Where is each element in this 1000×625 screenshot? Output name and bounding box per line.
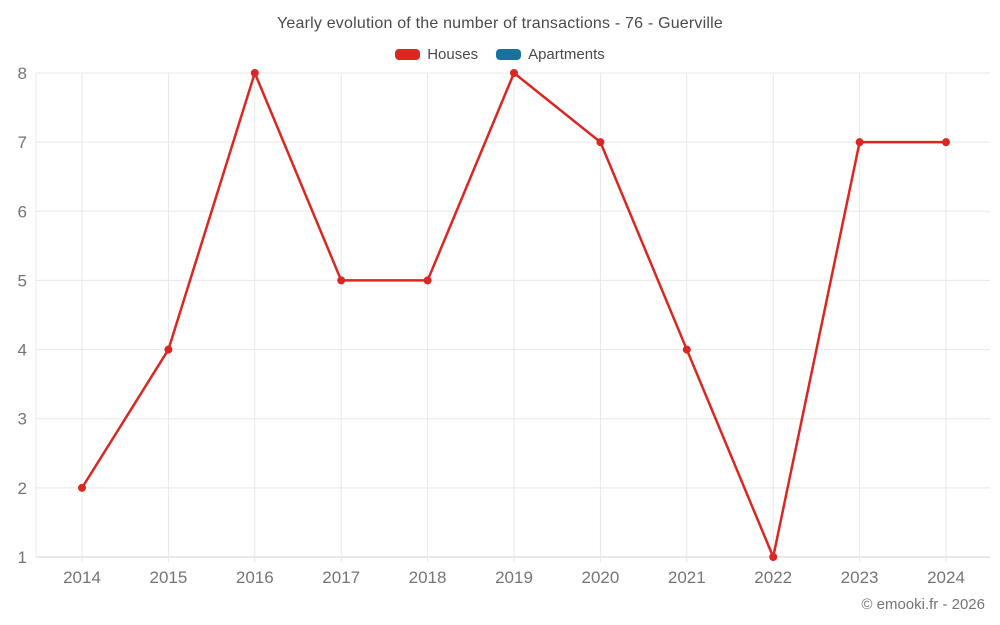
x-axis-label: 2016 (236, 568, 274, 587)
x-axis-label: 2021 (668, 568, 706, 587)
data-point[interactable] (250, 69, 259, 77)
y-axis-label: 8 (18, 64, 27, 83)
x-axis-label: 2022 (754, 568, 792, 587)
x-axis-label: 2024 (927, 568, 965, 587)
legend-item-houses[interactable]: Houses (395, 46, 478, 63)
data-point[interactable] (596, 138, 605, 147)
x-axis-label: 2014 (63, 568, 101, 587)
data-point[interactable] (164, 345, 173, 354)
y-axis-label: 4 (18, 341, 27, 360)
x-axis-label: 2018 (409, 568, 447, 587)
x-axis-label: 2023 (841, 568, 879, 587)
y-axis-label: 7 (18, 133, 27, 152)
chart-title: Yearly evolution of the number of transa… (276, 15, 723, 32)
legend-label: Apartments (528, 46, 605, 63)
data-point[interactable] (78, 483, 86, 492)
data-point[interactable] (942, 138, 950, 147)
x-axis-label: 2017 (322, 568, 360, 587)
data-point[interactable] (682, 345, 691, 354)
legend-label: Houses (427, 46, 479, 63)
data-point[interactable] (769, 553, 778, 561)
y-axis-label: 1 (18, 548, 27, 567)
y-axis-label: 6 (18, 202, 27, 221)
data-point[interactable] (423, 276, 432, 285)
chart-legend: Houses Apartments (0, 46, 1000, 63)
data-point[interactable] (510, 69, 518, 77)
legend-swatch-icon (395, 49, 421, 60)
copyright: © emooki.fr - 2026 (861, 596, 985, 613)
data-point[interactable] (337, 276, 346, 285)
y-axis-label: 5 (18, 271, 27, 290)
x-axis-label: 2015 (149, 568, 187, 587)
y-axis-label: 2 (18, 479, 27, 498)
legend-swatch-icon (496, 49, 522, 60)
x-axis-label: 2020 (581, 568, 619, 587)
legend-item-apartments[interactable]: Apartments (496, 46, 605, 63)
data-point[interactable] (855, 138, 864, 147)
y-axis-label: 3 (18, 410, 27, 429)
x-axis-label: 2019 (495, 568, 533, 587)
